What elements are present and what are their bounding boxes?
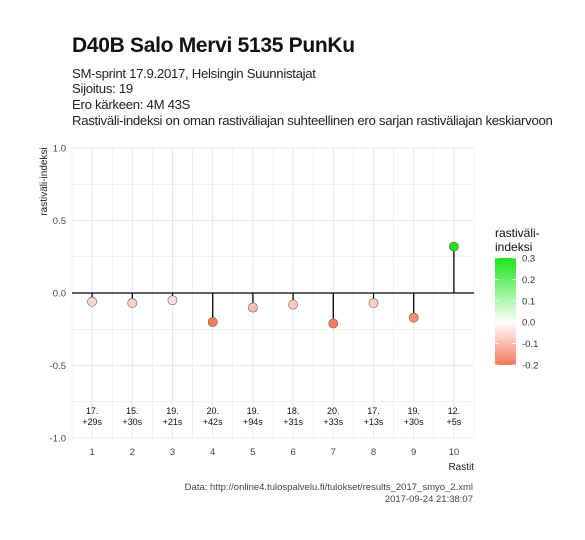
x-tick-label: 6 [290,447,295,458]
rank-label: 12. [448,406,461,416]
y-tick-label: -1.0 [50,434,66,445]
source-note: Data: http://online4.tulospalvelu.fi/tul… [184,482,473,493]
diff-label: +30s [122,417,142,427]
diff-label: +30s [404,417,424,427]
subtitle-placement: Sijoitus: 19 [72,81,133,96]
legend-title-line: indeksi [495,240,533,254]
diff-label: +31s [283,417,303,427]
y-tick-label: -0.5 [50,361,66,372]
legend-title: rastiväli-indeksi [495,226,575,254]
subtitle-event: SM-sprint 17.9.2017, Helsingin Suunnista… [72,66,316,81]
axes: -1.0 -0.5 0.0 0.5 1.0 1 2 3 4 5 6 7 8 9 10 Rastit rastiv… [39,144,474,474]
diff-label: +33s [323,417,343,427]
x-axis-label: Rastit [448,462,474,473]
rank-label: 20. [327,406,340,416]
x-tick-label: 5 [250,447,255,458]
y-axis-label: rastiväli-indeksi [39,147,50,215]
data-point [408,312,419,323]
diff-label: +21s [163,417,183,427]
rank-label: 19. [166,406,179,416]
subtitle-gap: Ero kärkeen: 4M 43S [72,97,191,112]
rank-label: 17. [367,406,380,416]
legend-colorbar [495,258,516,365]
y-tick-label: 0.0 [53,289,66,300]
legend-tick-label: 0.2 [522,275,535,286]
legend-tick-label: -0.2 [522,361,538,372]
subtitle-description: Rastiväli-indeksi on oman rastiväliajan … [72,113,553,128]
legend-tick-label: -0.1 [522,339,538,350]
rank-label: 18. [287,406,300,416]
x-tick-label: 10 [449,447,460,458]
rank-label: 19. [407,406,420,416]
timestamp: 2017-09-24 21:38:07 [384,494,473,505]
diff-label: +13s [364,417,384,427]
legend-tick-label: 0.1 [522,296,535,307]
data-point [328,318,339,329]
chart-title: D40B Salo Mervi 5135 PunKu [72,34,355,57]
rank-label: 19. [247,406,260,416]
diff-label: +29s [82,417,102,427]
x-tick-label: 9 [411,447,416,458]
diff-label: +42s [203,417,223,427]
data-point [127,298,138,309]
x-tick-label: 8 [371,447,376,458]
data-point [448,241,459,252]
rank-label: 20. [206,406,219,416]
y-tick-label: 0.5 [53,216,66,227]
data-point [288,299,298,310]
x-tick-label: 3 [170,447,175,458]
x-tick-label: 1 [89,447,94,458]
rank-label: 15. [126,406,139,416]
x-tick-label: 7 [331,447,336,458]
diff-label: +5s [447,417,462,427]
rank-label: 17. [86,406,99,416]
legend-tick-label: 0.0 [522,318,535,329]
legend-title-line: rastiväli- [495,226,540,240]
y-tick-label: 1.0 [53,144,66,155]
data-point [87,296,97,307]
color-legend: 0.3 0.2 0.1 0.0 -0.1 -0.2 [495,254,538,372]
legend-tick-label: 0.3 [522,254,535,265]
data-marks: 17.+29s15.+30s19.+21s20.+42s19.+94s18.+3… [82,241,462,427]
data-point [368,298,379,309]
diff-label: +94s [243,417,263,427]
data-point [207,317,218,327]
x-tick-label: 2 [130,447,135,458]
data-point [247,302,258,313]
data-point [167,295,178,306]
x-tick-label: 4 [210,447,215,458]
